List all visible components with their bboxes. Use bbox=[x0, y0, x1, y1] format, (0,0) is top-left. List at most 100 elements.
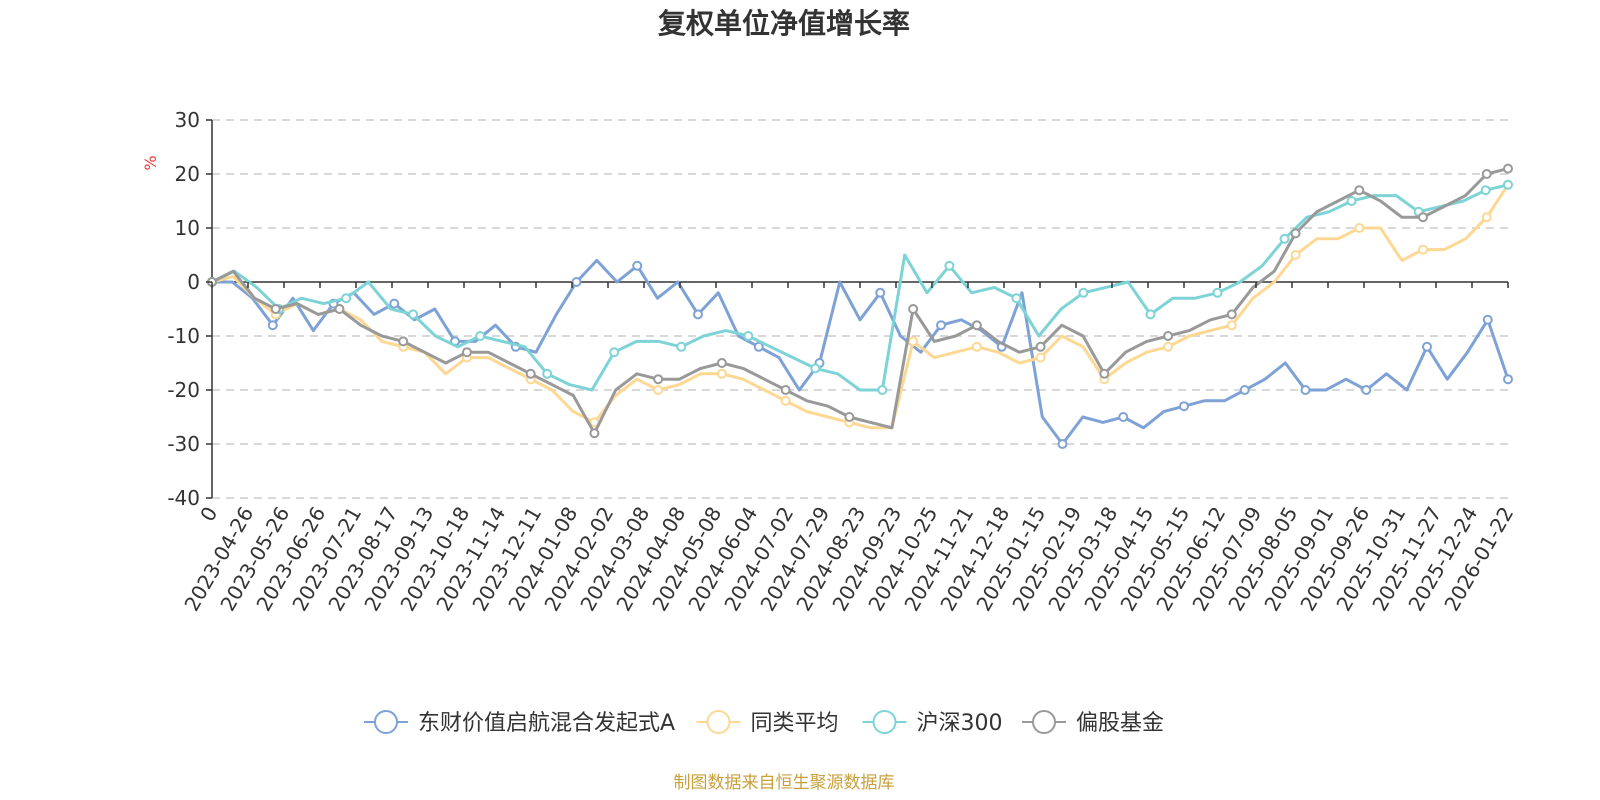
data-point bbox=[1354, 223, 1365, 233]
legend-marker bbox=[872, 710, 897, 734]
data-point bbox=[571, 277, 582, 287]
legend-marker bbox=[706, 710, 731, 734]
data-point bbox=[936, 320, 946, 331]
series-line bbox=[211, 167, 1509, 435]
data-point bbox=[1226, 309, 1237, 320]
data-point bbox=[908, 304, 919, 314]
legend-label: 偏股基金 bbox=[1076, 711, 1164, 736]
data-source-note: 制图数据来自恒生聚源数据库 bbox=[674, 773, 895, 793]
data-point bbox=[334, 304, 345, 314]
y-tick-label: 0 bbox=[187, 270, 200, 294]
y-tick-label: -10 bbox=[167, 324, 200, 348]
data-point bbox=[461, 347, 472, 358]
y-tick-label: -30 bbox=[167, 432, 200, 456]
data-point bbox=[844, 412, 855, 422]
data-point bbox=[1011, 293, 1022, 304]
series-lines bbox=[207, 163, 1513, 449]
chart-title: 复权单位净值增长率 bbox=[658, 7, 910, 40]
data-point bbox=[1239, 385, 1250, 395]
legend-item-4[interactable]: 偏股基金 bbox=[1022, 710, 1164, 736]
y-tick-label: 20 bbox=[175, 162, 200, 186]
data-point bbox=[676, 341, 687, 352]
data-point bbox=[408, 309, 419, 320]
data-point bbox=[1118, 412, 1129, 422]
y-tick-labels: 30 20 10 0 -10 -20 -30 -40 bbox=[167, 108, 212, 510]
data-point bbox=[341, 293, 352, 304]
data-point bbox=[1418, 244, 1429, 255]
data-point bbox=[1361, 385, 1372, 395]
data-point bbox=[1163, 341, 1174, 352]
data-point bbox=[1035, 352, 1046, 363]
x-tick-labels: 02023-04-262023-05-262023-06-262023-07-2… bbox=[179, 282, 1518, 615]
data-point bbox=[389, 298, 400, 309]
legend-label: 同类平均 bbox=[751, 711, 839, 736]
y-tick-label: 30 bbox=[175, 108, 200, 132]
y-tick-label: -40 bbox=[167, 486, 200, 510]
data-point bbox=[1481, 212, 1492, 223]
y-tick-label: 10 bbox=[175, 216, 200, 240]
data-point bbox=[1481, 169, 1492, 179]
data-point bbox=[542, 368, 553, 379]
data-point bbox=[609, 347, 620, 358]
data-point bbox=[589, 428, 600, 439]
data-point bbox=[716, 358, 727, 368]
data-point bbox=[1035, 341, 1046, 352]
legend: 东财价值启航混合发起式A 同类平均 沪深300 偏股基金 bbox=[364, 710, 1164, 736]
data-point bbox=[693, 309, 703, 320]
data-point bbox=[653, 374, 664, 385]
data-point bbox=[1482, 314, 1493, 325]
data-point bbox=[1099, 368, 1110, 379]
legend-marker bbox=[1032, 710, 1056, 734]
data-point bbox=[1057, 439, 1068, 449]
data-point bbox=[1290, 250, 1301, 260]
data-point bbox=[753, 341, 764, 352]
data-point bbox=[716, 368, 727, 379]
data-point bbox=[398, 336, 409, 347]
data-point bbox=[875, 287, 886, 298]
axes bbox=[211, 120, 1508, 498]
data-point bbox=[1480, 185, 1491, 196]
data-point bbox=[1145, 309, 1156, 320]
legend-label: 东财价值启航混合发起式A bbox=[418, 711, 675, 736]
data-point bbox=[1422, 341, 1432, 352]
data-point bbox=[780, 385, 791, 395]
data-point bbox=[1503, 163, 1513, 174]
data-point bbox=[743, 331, 754, 341]
legend-label: 沪深300 bbox=[917, 711, 1003, 736]
data-point bbox=[525, 368, 536, 379]
data-point bbox=[1226, 320, 1237, 331]
data-point bbox=[653, 385, 664, 395]
data-point bbox=[1179, 401, 1189, 412]
data-point bbox=[267, 320, 278, 331]
data-point bbox=[971, 320, 982, 331]
legend-item-1[interactable]: 东财价值启航混合发起式A bbox=[364, 710, 675, 736]
legend-item-2[interactable]: 同类平均 bbox=[696, 710, 839, 736]
data-point bbox=[971, 341, 982, 352]
data-point bbox=[1078, 287, 1089, 298]
data-point bbox=[475, 331, 486, 341]
y-axis-unit-label: % bbox=[141, 155, 160, 170]
data-point bbox=[1279, 233, 1290, 244]
data-point bbox=[1163, 331, 1174, 341]
series-line bbox=[211, 183, 1510, 430]
data-point bbox=[270, 304, 281, 314]
data-point bbox=[1212, 287, 1223, 298]
legend-marker bbox=[374, 710, 398, 734]
data-point bbox=[1503, 179, 1513, 190]
series-line bbox=[212, 258, 1510, 446]
data-point bbox=[810, 363, 821, 374]
legend-item-3[interactable]: 沪深300 bbox=[862, 710, 1003, 736]
data-point bbox=[1503, 374, 1513, 385]
data-point bbox=[1354, 185, 1365, 196]
data-point bbox=[780, 395, 791, 406]
data-point bbox=[632, 260, 643, 271]
grid-lines bbox=[212, 119, 1508, 499]
y-tick-label: -20 bbox=[167, 378, 200, 402]
data-point bbox=[944, 260, 955, 271]
data-point bbox=[1290, 228, 1301, 239]
series-4 bbox=[207, 163, 1513, 439]
data-point bbox=[1300, 385, 1311, 395]
data-point bbox=[1418, 212, 1429, 223]
data-point bbox=[1346, 196, 1357, 206]
